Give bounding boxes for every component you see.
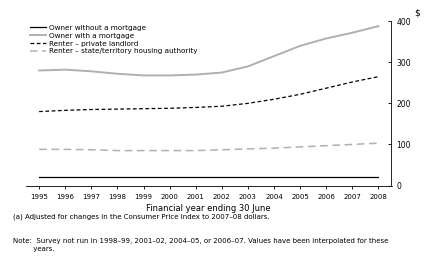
X-axis label: Financial year ending 30 June: Financial year ending 30 June — [146, 204, 270, 213]
Legend: Owner without a mortgage, Owner with a mortgage, Renter – private landlord, Rent: Owner without a mortgage, Owner with a m… — [30, 25, 197, 54]
Text: (a) Adjusted for changes in the Consumer Price Index to 2007–08 dollars.: (a) Adjusted for changes in the Consumer… — [13, 213, 269, 220]
Y-axis label: $: $ — [413, 9, 419, 18]
Text: Note:  Survey not run in 1998–99, 2001–02, 2004–05, or 2006–07. Values have been: Note: Survey not run in 1998–99, 2001–02… — [13, 238, 388, 251]
